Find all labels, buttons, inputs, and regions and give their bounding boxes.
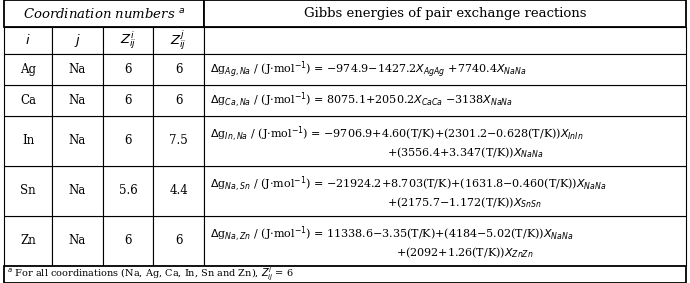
Bar [4,266,686,283]
Text: $i$: $i$ [26,33,31,48]
Bar [4,116,52,166]
Text: 7.5: 7.5 [169,134,188,147]
Bar [153,166,204,216]
Bar [4,85,52,116]
Bar [103,85,153,116]
Text: $Z^{j}_{ij}$: $Z^{j}_{ij}$ [170,29,187,52]
Bar [52,85,103,116]
Text: $\Delta$g$_{Na,Sn}$ / (J$\cdot$mol$^{-1}$) = −21924.2+8.703(T/K)+(1631.8−0.460(T: $\Delta$g$_{Na,Sn}$ / (J$\cdot$mol$^{-1}… [210,174,607,194]
Bar [103,166,153,216]
Text: $^{a}$ For all coordinations (Na, Ag, Ca, In, Sn and Zn), $Z^{i}_{ij}$ = 6: $^{a}$ For all coordinations (Na, Ag, Ca… [7,266,294,283]
Bar [4,166,52,216]
Bar [153,27,204,54]
Bar [153,216,204,266]
Text: +(2092+1.26(T/K))$X_{ZnZn}$: +(2092+1.26(T/K))$X_{ZnZn}$ [396,245,534,260]
Text: $\Delta$g$_{Ag,Na}$ / (J$\cdot$mol$^{-1}$) = −974.9−1427.2$X_{AgAg}$ +7740.4$X_{: $\Delta$g$_{Ag,Na}$ / (J$\cdot$mol$^{-1}… [210,59,526,80]
Bar [4,54,52,85]
Text: 6: 6 [124,134,132,147]
Text: Sn: Sn [20,185,36,198]
Text: Coordination numbers $^{a}$: Coordination numbers $^{a}$ [23,7,185,20]
Bar [153,85,204,116]
Text: $Z^{i}_{ij}$: $Z^{i}_{ij}$ [120,30,136,51]
Bar [103,27,153,54]
Bar [103,54,153,85]
Bar [204,216,686,266]
Text: $j$: $j$ [74,32,81,49]
Text: 4.4: 4.4 [169,185,188,198]
Text: 6: 6 [175,235,182,248]
Text: 6: 6 [124,63,132,76]
Bar [52,216,103,266]
Text: 6: 6 [175,63,182,76]
Bar [4,27,52,54]
Bar [4,0,204,27]
Bar [204,27,686,54]
Bar [204,166,686,216]
Text: 6: 6 [175,94,182,107]
Bar [52,116,103,166]
Text: +(2175.7−1.172(T/K))$X_{SnSn}$: +(2175.7−1.172(T/K))$X_{SnSn}$ [388,195,542,210]
Text: Ca: Ca [20,94,36,107]
Text: Na: Na [69,235,86,248]
Text: $\Delta$g$_{In,Na}$ / (J$\cdot$mol$^{-1}$) = −9706.9+4.60(T/K)+(2301.2−0.628(T/K: $\Delta$g$_{In,Na}$ / (J$\cdot$mol$^{-1}… [210,124,584,143]
Text: Gibbs energies of pair exchange reactions: Gibbs energies of pair exchange reaction… [304,7,586,20]
Bar [52,166,103,216]
Text: +(3556.4+3.347(T/K))$X_{NaNa}$: +(3556.4+3.347(T/K))$X_{NaNa}$ [386,145,543,160]
Bar [204,54,686,85]
Bar [153,116,204,166]
Text: Na: Na [69,63,86,76]
Text: 5.6: 5.6 [119,185,137,198]
Text: $\Delta$g$_{Ca,Na}$ / (J$\cdot$mol$^{-1}$) = 8075.1+2050.2$X_{CaCa}$ −3138$X_{Na: $\Delta$g$_{Ca,Na}$ / (J$\cdot$mol$^{-1}… [210,91,513,110]
Text: 6: 6 [124,235,132,248]
Text: Zn: Zn [20,235,36,248]
Text: 6: 6 [124,94,132,107]
Text: Na: Na [69,94,86,107]
Text: $\Delta$g$_{Na,Zn}$ / (J$\cdot$mol$^{-1}$) = 11338.6−3.35(T/K)+(4184−5.02(T/K))$: $\Delta$g$_{Na,Zn}$ / (J$\cdot$mol$^{-1}… [210,224,573,244]
Bar [103,216,153,266]
Bar [204,85,686,116]
Bar [153,54,204,85]
Bar [103,116,153,166]
Text: In: In [22,134,34,147]
Bar [52,54,103,85]
Text: Na: Na [69,134,86,147]
Text: Ag: Ag [20,63,36,76]
Bar [204,116,686,166]
Text: Na: Na [69,185,86,198]
Bar [4,216,52,266]
Bar [204,0,686,27]
Bar [52,27,103,54]
